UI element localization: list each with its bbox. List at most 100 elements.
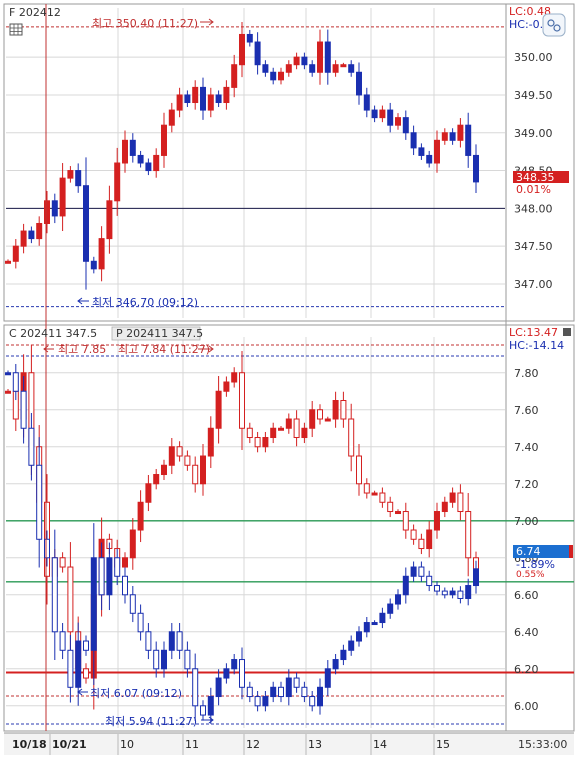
put-candle [402, 575, 409, 596]
put-candle [200, 705, 206, 716]
put-candle [20, 390, 27, 429]
futures-candle [12, 245, 19, 262]
top-high-arrow [200, 18, 214, 26]
futures-candle [356, 71, 362, 96]
call-candle [67, 566, 74, 633]
put-candle [5, 372, 11, 376]
y-tick-label: 7.00 [514, 515, 539, 528]
call-candle [387, 501, 394, 513]
call-candle [176, 446, 183, 457]
futures-candle [387, 109, 394, 126]
futures-candle [465, 124, 472, 156]
bottom-price-tag-text: 6.74 [516, 545, 541, 558]
y-tick-label: 6.00 [514, 700, 539, 713]
settings-icon[interactable] [542, 13, 566, 37]
call-candle [348, 418, 355, 457]
put-candle [324, 668, 331, 688]
call-candle [356, 455, 362, 485]
call-candle [301, 427, 308, 439]
top-hc: HC:-0. [509, 18, 543, 31]
put-candle [192, 668, 199, 707]
futures-candle [301, 56, 308, 66]
futures-candle [207, 94, 214, 111]
futures-candle [278, 71, 284, 81]
put-candle [231, 659, 238, 670]
futures-candle [270, 71, 277, 81]
put-candle [153, 649, 160, 670]
futures-candle [348, 64, 355, 73]
put-candle [293, 677, 300, 688]
put-candle [449, 590, 456, 596]
call-candle [254, 437, 261, 448]
call-candle [441, 501, 448, 513]
call-candle [426, 529, 433, 550]
call-candle [83, 668, 89, 679]
y-tick-label: 6.20 [514, 663, 539, 676]
call-candle [278, 427, 284, 431]
put-symbol-box[interactable] [111, 326, 201, 341]
put-candle [28, 427, 35, 466]
put-candle [83, 640, 89, 651]
futures-candle [309, 64, 316, 73]
call-candle [168, 446, 175, 466]
bottom-hc: HC:-14.14 [509, 339, 564, 352]
futures-candle [324, 41, 331, 73]
call-candle [231, 372, 238, 383]
call-candle [379, 492, 386, 503]
top-panel-frame [3, 3, 575, 322]
futures-candle [223, 86, 230, 104]
put-symbol: P 202411 347.5 [116, 327, 203, 340]
bottom-pct-tag-text: -1.89% [516, 558, 555, 571]
futures-candle [20, 230, 27, 247]
put-candle [340, 649, 347, 661]
futures-candle [59, 177, 66, 217]
put-candle [348, 640, 355, 651]
put-candle [223, 668, 230, 679]
call-candle [5, 390, 11, 394]
futures-candle [98, 238, 105, 270]
put-candle [441, 590, 448, 596]
call-candle [371, 492, 378, 496]
futures-candle [418, 147, 425, 156]
futures-candle [457, 124, 464, 141]
put-candle [371, 622, 378, 626]
futures-candle [114, 162, 121, 202]
call-candle [449, 492, 456, 503]
collapse-icon[interactable] [563, 328, 571, 336]
bottom-panel-frame [3, 324, 575, 732]
futures-candle [254, 41, 261, 66]
grid-icon[interactable] [9, 23, 23, 36]
put-candle [51, 557, 58, 633]
put-candle [137, 612, 144, 633]
put-candle [473, 568, 479, 587]
call-candle [122, 557, 128, 568]
put-candle [168, 631, 175, 651]
call-candle [153, 474, 160, 485]
put-candle [184, 649, 191, 670]
call-candle [418, 538, 425, 550]
x-axis-bar [4, 733, 574, 755]
top-lc: LC:0.48 [509, 5, 551, 18]
call-candle [59, 557, 66, 568]
futures-candle [106, 200, 113, 240]
y-tick-label: 349.00 [514, 127, 553, 140]
put-candle [254, 696, 261, 707]
futures-candle [184, 94, 191, 104]
put-candle [332, 659, 339, 670]
put-low-label: 최저 5.94 (11:27) [105, 715, 197, 728]
y-tick-label: 6.40 [514, 626, 539, 639]
x-tick-label: 14 [373, 738, 387, 751]
x-tick-label: 11 [185, 738, 199, 751]
y-tick-label: 347.00 [514, 278, 553, 291]
put-candle [309, 696, 316, 707]
put-candle [114, 557, 121, 577]
futures-candle [28, 230, 35, 240]
futures-candle [231, 64, 238, 88]
put-candle [270, 686, 277, 698]
y-tick-label: 350.00 [514, 51, 553, 64]
put-candle [239, 659, 245, 688]
futures-candle [176, 94, 183, 111]
call-candle [317, 409, 323, 420]
top-pct-tag [513, 183, 569, 195]
put-candle [246, 686, 253, 698]
